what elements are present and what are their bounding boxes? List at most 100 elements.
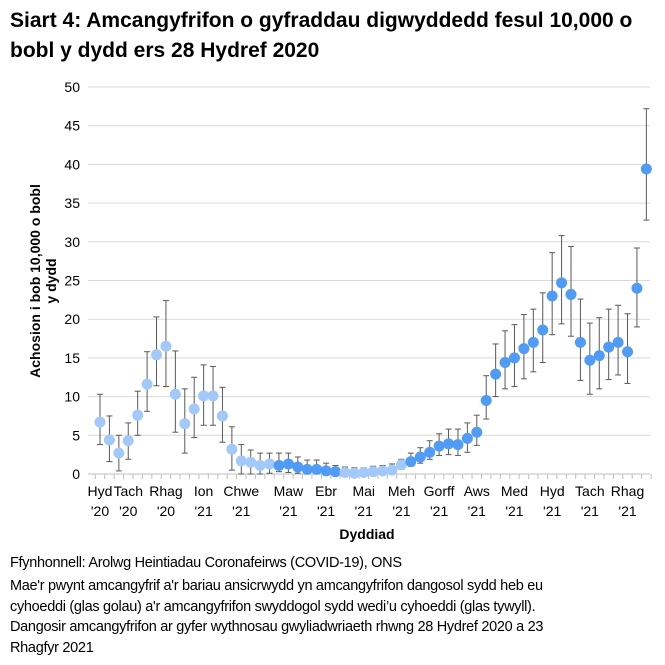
data-point-unpublished: [367, 466, 379, 478]
data-point-unpublished: [169, 388, 181, 400]
data-point-unpublished: [358, 466, 370, 478]
note-line-3: Dangosir amcangyfrifon ar gyfer wythnosa…: [10, 619, 544, 635]
x-tick-label: '20: [157, 503, 175, 519]
x-tick-label: '21: [317, 503, 335, 519]
data-point-published: [461, 432, 473, 444]
data-point-published: [612, 336, 624, 348]
data-point-unpublished: [264, 458, 276, 470]
x-tick-label: '21: [279, 503, 297, 519]
data-point-published: [508, 352, 520, 364]
data-point-published: [499, 357, 511, 369]
data-point-published: [527, 336, 539, 348]
y-tick-label: 45: [64, 118, 80, 134]
data-point-unpublished: [141, 378, 153, 390]
data-point-unpublished: [245, 456, 257, 468]
x-tick-label: '21: [505, 503, 523, 519]
x-tick-label: Rhag: [611, 483, 644, 499]
x-tick-label: '21: [232, 503, 250, 519]
data-point-unpublished: [348, 467, 360, 479]
note-line-1: Mae'r pwynt amcangyfrif a'r bariau ansic…: [10, 578, 543, 594]
data-point-published: [405, 456, 417, 468]
x-tick-label: Meh: [388, 483, 415, 499]
data-point-published: [414, 451, 426, 463]
data-point-published: [537, 324, 549, 336]
data-point-published: [273, 459, 285, 471]
data-point-published: [311, 463, 323, 475]
x-tick-label: '20: [91, 503, 109, 519]
data-point-unpublished: [377, 465, 389, 477]
data-point-unpublished: [160, 340, 172, 352]
data-point-published: [471, 426, 483, 438]
data-point-published: [292, 461, 304, 473]
data-point-published: [622, 346, 634, 358]
data-point-published: [631, 282, 643, 294]
x-tick-label: Hyd: [540, 483, 565, 499]
data-point-published: [443, 438, 455, 450]
x-tick-label: Aws: [464, 483, 490, 499]
data-point-published: [556, 277, 568, 289]
x-tick-label: Hyd: [88, 483, 113, 499]
x-tick-label: '21: [468, 503, 486, 519]
data-point-published: [490, 368, 502, 380]
data-point-unpublished: [235, 455, 247, 467]
data-point-published: [320, 465, 332, 477]
data-point-published: [593, 350, 605, 362]
y-tick-label: 10: [64, 389, 80, 405]
data-point-unpublished: [216, 410, 228, 422]
x-tick-label: '21: [194, 503, 212, 519]
data-point-unpublished: [226, 443, 238, 455]
x-tick-label: '21: [430, 503, 448, 519]
data-point-published: [640, 163, 652, 175]
x-tick-label: Tach: [113, 483, 143, 499]
x-tick-label: '20: [119, 503, 137, 519]
x-tick-label: Tach: [575, 483, 605, 499]
x-tick-label: Chwe: [223, 483, 259, 499]
x-tick-label: '21: [543, 503, 561, 519]
data-point-unpublished: [254, 459, 266, 471]
y-axis-title-line-1: Achosion i bob 10,000 o bobl: [27, 184, 43, 378]
data-point-unpublished: [386, 464, 398, 476]
x-axis-title: Dyddiad: [339, 526, 394, 542]
y-axis-title-line-2: y dydd: [43, 258, 59, 303]
data-point-published: [424, 446, 436, 458]
chart-title: Siart 4: Amcangyfrifon o gyfraddau digwy…: [10, 9, 633, 62]
data-point-published: [565, 288, 577, 300]
data-point-published: [518, 343, 530, 355]
y-tick-label: 20: [64, 311, 80, 327]
x-tick-label: '21: [581, 503, 599, 519]
data-point-unpublished: [198, 390, 210, 402]
data-point-unpublished: [188, 403, 200, 415]
data-point-published: [480, 394, 492, 406]
x-tick-label: Gorff: [424, 483, 455, 499]
data-point-unpublished: [122, 435, 134, 447]
data-point-unpublished: [132, 409, 144, 421]
data-point-unpublished: [339, 466, 351, 478]
data-point-unpublished: [103, 434, 115, 446]
data-point-unpublished: [207, 390, 219, 402]
data-point-published: [282, 458, 294, 470]
data-point-published: [330, 466, 341, 478]
data-point-unpublished: [94, 416, 106, 428]
y-tick-label: 50: [64, 79, 80, 95]
y-tick-label: 15: [64, 350, 80, 366]
y-tick-label: 5: [72, 427, 80, 443]
data-point-published: [452, 439, 464, 451]
x-tick-label: '21: [618, 503, 636, 519]
y-tick-label: 25: [64, 273, 80, 289]
data-point-unpublished: [179, 418, 191, 430]
x-tick-label: Maw: [274, 483, 304, 499]
x-tick-label: Mai: [352, 483, 375, 499]
data-point-published: [301, 463, 313, 475]
x-tick-label: Rhag: [149, 483, 182, 499]
data-point-published: [574, 336, 586, 348]
data-point-published: [584, 354, 596, 366]
y-tick-label: 40: [64, 156, 80, 172]
x-tick-label: '21: [355, 503, 373, 519]
data-point-unpublished: [113, 447, 125, 459]
data-point-published: [433, 440, 445, 452]
x-tick-label: Ebr: [315, 483, 337, 499]
x-tick-label: Med: [501, 483, 528, 499]
y-tick-label: 35: [64, 195, 80, 211]
note-line-4: Rhagfyr 2021: [10, 639, 94, 656]
